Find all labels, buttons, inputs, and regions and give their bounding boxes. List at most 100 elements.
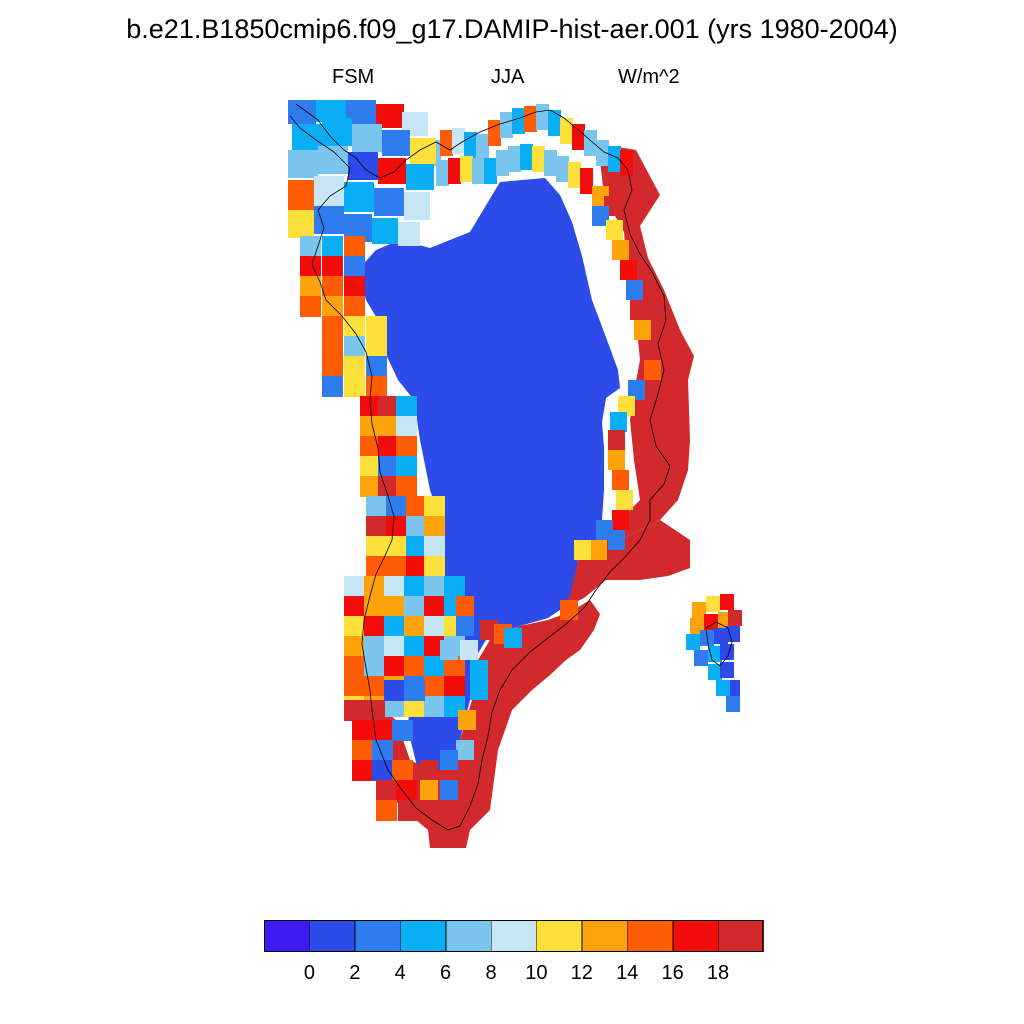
- grid-cell: [424, 656, 445, 677]
- east-margin-band: [578, 146, 694, 560]
- grid-cell: [704, 614, 718, 630]
- grid-cell: [424, 516, 445, 537]
- plot-title: b.e21.B1850cmip6.f09_g17.DAMIP-hist-aer.…: [126, 14, 898, 44]
- grid-cell: [618, 396, 635, 416]
- colorbar-tick-label: 4: [394, 962, 406, 984]
- grid-cell: [360, 416, 381, 437]
- grid-cell: [424, 636, 445, 657]
- grid-cell: [496, 150, 509, 176]
- grid-cell: [366, 516, 387, 537]
- grid-cell: [322, 256, 343, 277]
- grid-cell: [352, 740, 373, 761]
- colorbar-swatch: [264, 920, 310, 952]
- grid-cell: [366, 536, 387, 557]
- colorbar-tick-label: 8: [485, 962, 497, 984]
- grid-cell: [420, 760, 438, 780]
- grid-cell: [372, 720, 393, 741]
- colorbar-outline: [264, 920, 764, 952]
- grid-cell: [288, 180, 314, 210]
- grid-cell: [378, 476, 399, 497]
- grid-cell: [288, 210, 314, 238]
- grid-cell: [452, 128, 465, 154]
- interior-fill: [358, 178, 620, 770]
- grid-cell: [344, 182, 374, 212]
- grid-cell: [568, 162, 581, 188]
- grid-cell: [322, 376, 343, 397]
- grid-cell: [608, 450, 625, 470]
- grid-cell: [608, 146, 621, 172]
- grid-cell: [440, 640, 458, 660]
- grid-cell: [728, 610, 742, 626]
- grid-cell: [384, 656, 405, 677]
- grid-cell: [344, 356, 365, 377]
- grid-cell: [720, 662, 734, 678]
- grid-cell: [322, 316, 343, 337]
- grid-cell: [364, 656, 385, 677]
- grid-cell: [374, 188, 404, 216]
- grid-cell: [396, 780, 417, 801]
- grid-cell: [384, 696, 405, 717]
- grid-cell: [616, 490, 633, 510]
- colorbar-tick-label: 16: [661, 962, 684, 984]
- grid-cell: [300, 276, 321, 297]
- grid-cell: [420, 780, 438, 800]
- grid-cell: [396, 456, 417, 477]
- grid-cell: [610, 412, 627, 432]
- colorbar-swatch: [400, 920, 447, 952]
- grid-cell: [372, 218, 398, 244]
- grid-cell: [288, 100, 316, 124]
- colorbar-tick-label: 12: [570, 962, 593, 984]
- grid-cell: [460, 640, 478, 660]
- grid-cell: [352, 124, 382, 152]
- grid-cell: [378, 436, 399, 457]
- variable-name: FSM: [332, 66, 375, 88]
- margin-cells: [288, 100, 742, 821]
- colorbar-tick-label: 10: [525, 962, 548, 984]
- grid-cell: [344, 276, 365, 297]
- colorbar-swatch: [445, 920, 492, 952]
- colorbar-swatch: [309, 920, 356, 952]
- grid-cell: [288, 150, 318, 178]
- grid-cell: [392, 760, 413, 781]
- grid-cell: [366, 496, 387, 517]
- grid-cell: [488, 120, 501, 146]
- colorbar-tick-label: 14: [616, 962, 639, 984]
- grid-cell: [444, 676, 465, 697]
- grid-cell: [596, 520, 613, 540]
- grid-cell: [520, 144, 533, 170]
- grid-cell: [314, 206, 344, 234]
- grid-cell: [322, 276, 343, 297]
- colorbar-tick-label: 0: [303, 962, 315, 984]
- grid-cell: [384, 636, 405, 657]
- colorbar-swatch: [627, 920, 674, 952]
- grid-cell: [424, 596, 445, 617]
- grid-cell: [612, 470, 629, 490]
- grid-cell: [716, 680, 730, 696]
- grid-cell: [300, 256, 321, 277]
- grid-cell: [364, 636, 385, 657]
- colorbar-tick-label: 18: [706, 962, 730, 984]
- grid-cell: [480, 620, 498, 640]
- grid-cell: [440, 780, 458, 800]
- grid-cell: [404, 680, 425, 701]
- colorbar-tick-label: 6: [440, 962, 452, 984]
- grid-cell: [406, 164, 434, 190]
- grid-cell: [708, 664, 722, 680]
- grid-cell: [322, 336, 343, 357]
- grid-cell: [692, 602, 706, 618]
- grid-cell: [366, 376, 387, 397]
- grid-cell: [344, 316, 365, 337]
- colorbar-swatch: [536, 920, 583, 952]
- grid-cell: [344, 656, 365, 677]
- grid-cell: [448, 158, 461, 184]
- grid-cell: [344, 616, 365, 637]
- grid-cell: [364, 700, 385, 721]
- grid-cell: [316, 100, 346, 122]
- grid-cell: [644, 360, 661, 380]
- grid-cell: [620, 150, 633, 176]
- grid-cell: [560, 118, 573, 144]
- grid-cell: [472, 158, 485, 184]
- grid-cell: [508, 146, 521, 172]
- grid-cell: [584, 130, 597, 156]
